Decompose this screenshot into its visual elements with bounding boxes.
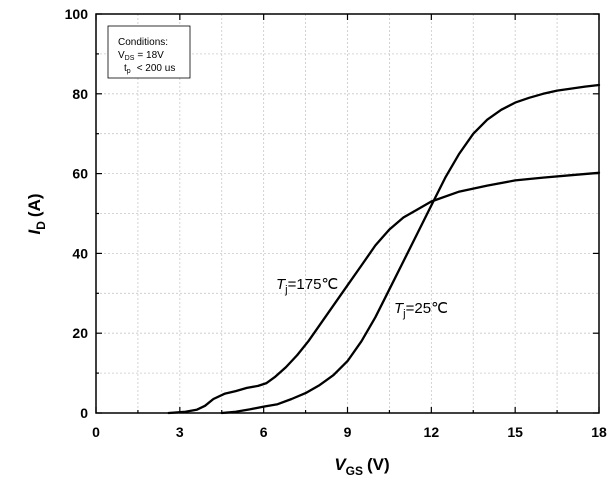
y-tick-label: 0 [80,405,88,421]
y-tick-label: 40 [72,245,88,261]
x-tick-label: 15 [507,424,523,440]
series-line-175 [167,171,601,415]
series-group [167,83,601,415]
x-tick-label: 9 [344,424,352,440]
axis-ticks [95,13,600,414]
x-axis-label: VGS (V) [334,455,389,478]
series-line-25 [220,83,601,415]
x-tick-label: 0 [92,424,100,440]
y-tick-label: 60 [72,166,88,182]
x-tick-label: 3 [176,424,184,440]
y-axis-label: ID(A) [25,193,48,234]
series-label-175: Tj=175℃ [276,276,338,296]
y-tick-label: 80 [72,86,88,102]
conditions-box: Conditions: VDS = 18V tp < 200 us [107,25,191,79]
y-tick-label: 100 [65,6,89,22]
x-tick-label: 6 [260,424,268,440]
y-tick-label: 20 [72,325,88,341]
tick-labels: 0 3 6 9 12 15 18 0 20 40 60 80 100 [65,6,607,440]
conditions-tp: tp < 200 us [124,63,175,75]
conditions-vds: VDS = 18V [118,50,164,62]
x-tick-label: 12 [424,424,440,440]
grid [96,14,599,413]
series-label-25: Tj=25℃ [394,300,448,320]
conditions-title: Conditions: [118,37,168,48]
x-tick-label: 18 [591,424,607,440]
conditions-frame [107,25,191,79]
